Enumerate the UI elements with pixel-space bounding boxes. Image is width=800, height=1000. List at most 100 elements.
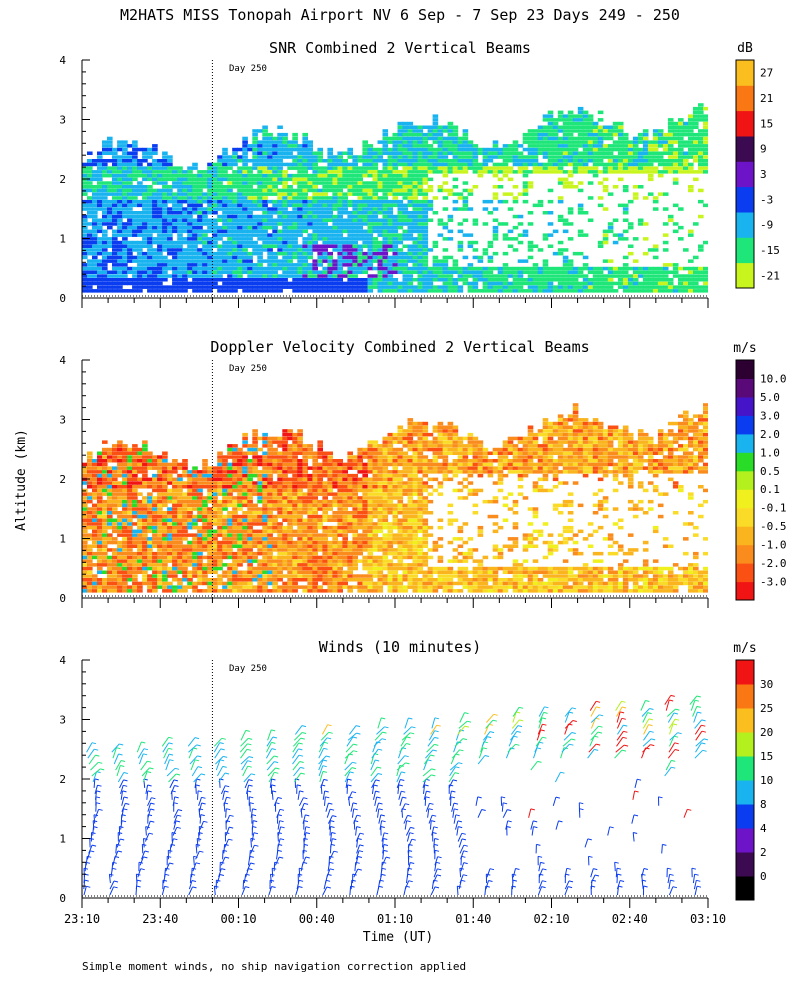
- heatmap-cell: [262, 162, 268, 167]
- heatmap-cell: [182, 555, 188, 560]
- heatmap-cell: [102, 485, 108, 489]
- heatmap-cell: [127, 451, 133, 455]
- heatmap-cell: [277, 166, 283, 170]
- heatmap-cell: [327, 159, 333, 163]
- heatmap-cell: [397, 266, 404, 271]
- heatmap-cell: [292, 203, 298, 208]
- heatmap-cell: [412, 225, 419, 230]
- heatmap-cell: [617, 237, 624, 241]
- heatmap-cell: [412, 188, 419, 193]
- heatmap-cell: [182, 278, 188, 282]
- heatmap-cell: [462, 147, 469, 152]
- heatmap-cell: [132, 451, 138, 455]
- heatmap-cell: [327, 259, 333, 263]
- heatmap-cell: [227, 525, 233, 530]
- heatmap-cell: [167, 289, 173, 293]
- heatmap-cell: [347, 203, 353, 208]
- heatmap-cell: [122, 548, 128, 552]
- heatmap-cell: [217, 518, 223, 522]
- heatmap-cell: [422, 140, 429, 144]
- heatmap-cell: [402, 159, 409, 163]
- heatmap-cell: [482, 170, 489, 174]
- heatmap-cell: [287, 211, 293, 215]
- heatmap-cell: [132, 266, 138, 271]
- heatmap-cell: [282, 281, 288, 286]
- heatmap-cell: [117, 255, 123, 260]
- heatmap-cell: [642, 251, 649, 256]
- heatmap-cell: [417, 274, 424, 278]
- heatmap-cell: [417, 151, 424, 155]
- heatmap-cell: [167, 155, 173, 159]
- heatmap-cell: [678, 289, 684, 293]
- heatmap-cell: [467, 192, 474, 196]
- heatmap-cell: [212, 570, 218, 574]
- heatmap-cell: [347, 278, 353, 282]
- heatmap-cell: [382, 289, 389, 293]
- heatmap-cell: [542, 270, 549, 274]
- heatmap-cell: [442, 144, 449, 148]
- heatmap-cell: [612, 129, 619, 133]
- heatmap-cell: [527, 248, 534, 252]
- heatmap-cell: [162, 159, 168, 163]
- heatmap-cell: [302, 196, 308, 200]
- colorbar-unit: dB: [737, 41, 753, 56]
- heatmap-cell: [292, 225, 298, 230]
- heatmap-cell: [117, 559, 123, 563]
- heatmap-cell: [227, 248, 233, 252]
- heatmap-cell: [122, 447, 128, 452]
- heatmap-cell: [647, 170, 654, 174]
- heatmap-cell: [117, 503, 123, 508]
- heatmap-cell: [462, 132, 469, 137]
- heatmap-cell: [252, 199, 258, 204]
- heatmap-cell: [683, 151, 689, 155]
- heatmap-cell: [247, 240, 253, 245]
- heatmap-cell: [207, 285, 213, 289]
- heatmap-cell: [82, 585, 88, 589]
- heatmap-cell: [612, 185, 619, 189]
- heatmap-cell: [392, 233, 399, 237]
- heatmap-cell: [82, 574, 88, 578]
- heatmap-cell: [698, 129, 704, 133]
- heatmap-cell: [642, 129, 649, 133]
- heatmap-cell: [117, 166, 123, 170]
- heatmap-cell: [192, 285, 198, 289]
- heatmap-cell: [157, 459, 163, 463]
- heatmap-cell: [397, 285, 404, 289]
- heatmap-cell: [397, 211, 404, 215]
- heatmap-cell: [307, 214, 313, 219]
- heatmap-cell: [307, 162, 313, 167]
- heatmap-cell: [202, 222, 208, 226]
- heatmap-cell: [97, 563, 103, 567]
- heatmap-cell: [362, 192, 368, 196]
- heatmap-cell: [152, 503, 158, 508]
- heatmap-cell: [522, 170, 529, 174]
- heatmap-cell: [177, 218, 183, 222]
- heatmap-cell: [392, 270, 399, 274]
- heatmap-cell: [317, 147, 323, 152]
- heatmap-cell: [137, 540, 143, 545]
- heatmap-cell: [102, 537, 108, 541]
- heatmap-cell: [152, 166, 158, 170]
- heatmap-cell: [522, 173, 529, 178]
- heatmap-cell: [312, 207, 318, 211]
- heatmap-cell: [422, 162, 429, 167]
- heatmap-cell: [162, 559, 168, 563]
- heatmap-cell: [187, 473, 193, 478]
- heatmap-cell: [272, 162, 278, 167]
- heatmap-cell: [507, 147, 514, 152]
- heatmap-cell: [362, 278, 368, 282]
- heatmap-cell: [182, 514, 188, 519]
- heatmap-cell: [97, 544, 103, 548]
- heatmap-cell: [142, 477, 148, 482]
- heatmap-cell: [97, 455, 103, 459]
- heatmap-cell: [187, 574, 193, 578]
- heatmap-cell: [307, 151, 313, 155]
- heatmap-cell: [147, 211, 153, 215]
- heatmap-cell: [402, 188, 409, 193]
- heatmap-cell: [127, 266, 133, 271]
- heatmap-cell: [132, 144, 138, 148]
- heatmap-cell: [332, 266, 338, 271]
- heatmap-cell: [252, 281, 258, 286]
- heatmap-cell: [552, 121, 559, 126]
- heatmap-cell: [632, 136, 639, 141]
